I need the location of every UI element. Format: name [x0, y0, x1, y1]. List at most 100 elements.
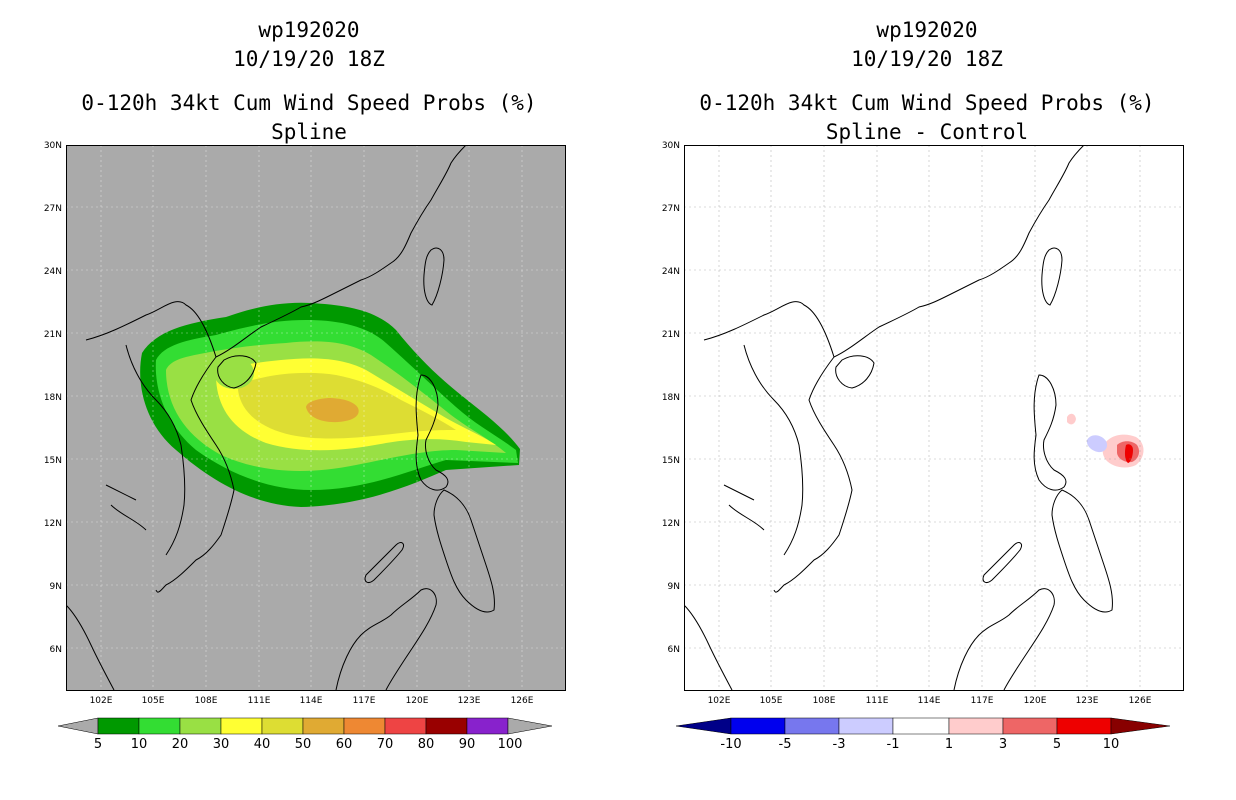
colorbar-extend-high — [1110, 717, 1171, 735]
lon-label: 117E — [970, 696, 994, 706]
colorbar-label: 10 — [130, 737, 148, 752]
lon-label: 123E — [1075, 696, 1099, 706]
coastlines — [66, 145, 495, 691]
lon-label: 126E — [1128, 696, 1152, 706]
lat-label: 15N — [43, 456, 62, 466]
lon-label: 111E — [247, 696, 271, 706]
lon-label: 123E — [457, 696, 481, 706]
colorbar-bin — [302, 717, 345, 735]
luzon — [415, 374, 449, 491]
coastlines — [684, 145, 1113, 691]
diff-positive-5 — [1124, 444, 1133, 463]
colorbar-extend-low — [675, 717, 732, 735]
colorbar-label: -1 — [886, 737, 900, 752]
colorbar-label: -3 — [832, 737, 846, 752]
diff-negative-1 — [1086, 435, 1108, 453]
china-coast — [833, 145, 1085, 358]
lat-label: 6N — [49, 645, 62, 655]
lat-label: 30N — [43, 141, 62, 151]
borneo-coast — [953, 588, 1055, 691]
lat-label: 24N — [661, 267, 680, 277]
panel-subtitle: Spline — [271, 120, 347, 144]
lat-label: 18N — [43, 393, 62, 403]
colorbar-bin — [97, 717, 140, 735]
lon-label: 102E — [707, 696, 731, 706]
colorbar-bin — [179, 717, 222, 735]
colorbar-label: 30 — [212, 737, 230, 752]
borneo-coast — [335, 588, 437, 691]
palawan — [982, 542, 1022, 583]
colorbar-label: 5 — [1052, 737, 1062, 752]
colorbar-bin — [948, 717, 1004, 735]
lat-label: 24N — [43, 267, 62, 277]
panel-subtitle: Spline - Control — [825, 120, 1029, 144]
colorbar-label: 90 — [458, 737, 476, 752]
hainan — [217, 355, 257, 389]
storm-id: wp192020 — [258, 18, 360, 42]
colorbar-bin — [138, 717, 181, 735]
colorbar-label: 10 — [1102, 737, 1120, 752]
lon-label: 102E — [89, 696, 113, 706]
colorbar-bin — [343, 717, 386, 735]
lat-label: 18N — [661, 393, 680, 403]
colorbar-bin — [838, 717, 894, 735]
colorbar-bin — [892, 717, 950, 735]
colorbar-label: 70 — [376, 737, 394, 752]
datetime: 10/19/20 18Z — [851, 47, 1003, 71]
lat-label: 27N — [661, 204, 680, 214]
colorbar-label: 20 — [171, 737, 189, 752]
difference-map — [684, 145, 1184, 691]
colorbar-label: 80 — [417, 737, 435, 752]
lon-label: 108E — [194, 696, 218, 706]
lon-label: 105E — [141, 696, 165, 706]
palawan — [364, 542, 404, 583]
map-frame — [66, 145, 566, 691]
lat-label: 6N — [667, 645, 680, 655]
indochina-border — [703, 301, 835, 556]
colorbar-label: -5 — [778, 737, 792, 752]
product-title: 0-120h 34kt Cum Wind Speed Probs (%) — [699, 91, 1155, 115]
lat-label: 15N — [661, 456, 680, 466]
colorbar-bin — [784, 717, 840, 735]
lat-label: 12N — [43, 519, 62, 529]
indochina-border — [85, 301, 217, 556]
vietnam-coast — [773, 356, 853, 593]
hainan-island-hole — [214, 357, 254, 389]
colorbar-label: 3 — [998, 737, 1008, 752]
right-panel: wp192020 10/19/20 18Z 0-120h 34kt Cum Wi… — [618, 0, 1236, 800]
hainan — [835, 355, 875, 389]
colorbar-label: 50 — [294, 737, 312, 752]
lon-label: 117E — [352, 696, 376, 706]
lon-label: 114E — [917, 696, 941, 706]
lat-label: 12N — [661, 519, 680, 529]
vietnam-coast — [155, 356, 235, 593]
colorbar-bin — [425, 717, 468, 735]
lat-label: 30N — [661, 141, 680, 151]
china-coast — [215, 145, 467, 358]
lon-label: 114E — [299, 696, 323, 706]
lon-label: 111E — [865, 696, 889, 706]
lat-label: 9N — [49, 582, 62, 592]
diff-positive-small — [1067, 413, 1076, 425]
lon-label: 105E — [759, 696, 783, 706]
map-background — [684, 145, 1184, 691]
colorbar-bin — [261, 717, 304, 735]
lat-label: 9N — [667, 582, 680, 592]
taiwan — [423, 247, 445, 306]
lon-label: 120E — [405, 696, 429, 706]
lat-label: 21N — [661, 330, 680, 340]
taiwan — [1041, 247, 1063, 306]
malay-peninsula — [684, 604, 733, 691]
colorbar-label: 100 — [497, 737, 523, 752]
lon-label: 108E — [812, 696, 836, 706]
colorbar-label: 60 — [335, 737, 353, 752]
lon-label: 126E — [510, 696, 534, 706]
storm-id: wp192020 — [876, 18, 978, 42]
visayas-mindanao — [1051, 489, 1113, 613]
luzon — [1033, 374, 1067, 491]
gridlines — [684, 145, 1184, 691]
colorbar-bin — [1002, 717, 1058, 735]
colorbar-bin — [220, 717, 263, 735]
colorbar-bin — [384, 717, 427, 735]
datetime: 10/19/20 18Z — [233, 47, 385, 71]
